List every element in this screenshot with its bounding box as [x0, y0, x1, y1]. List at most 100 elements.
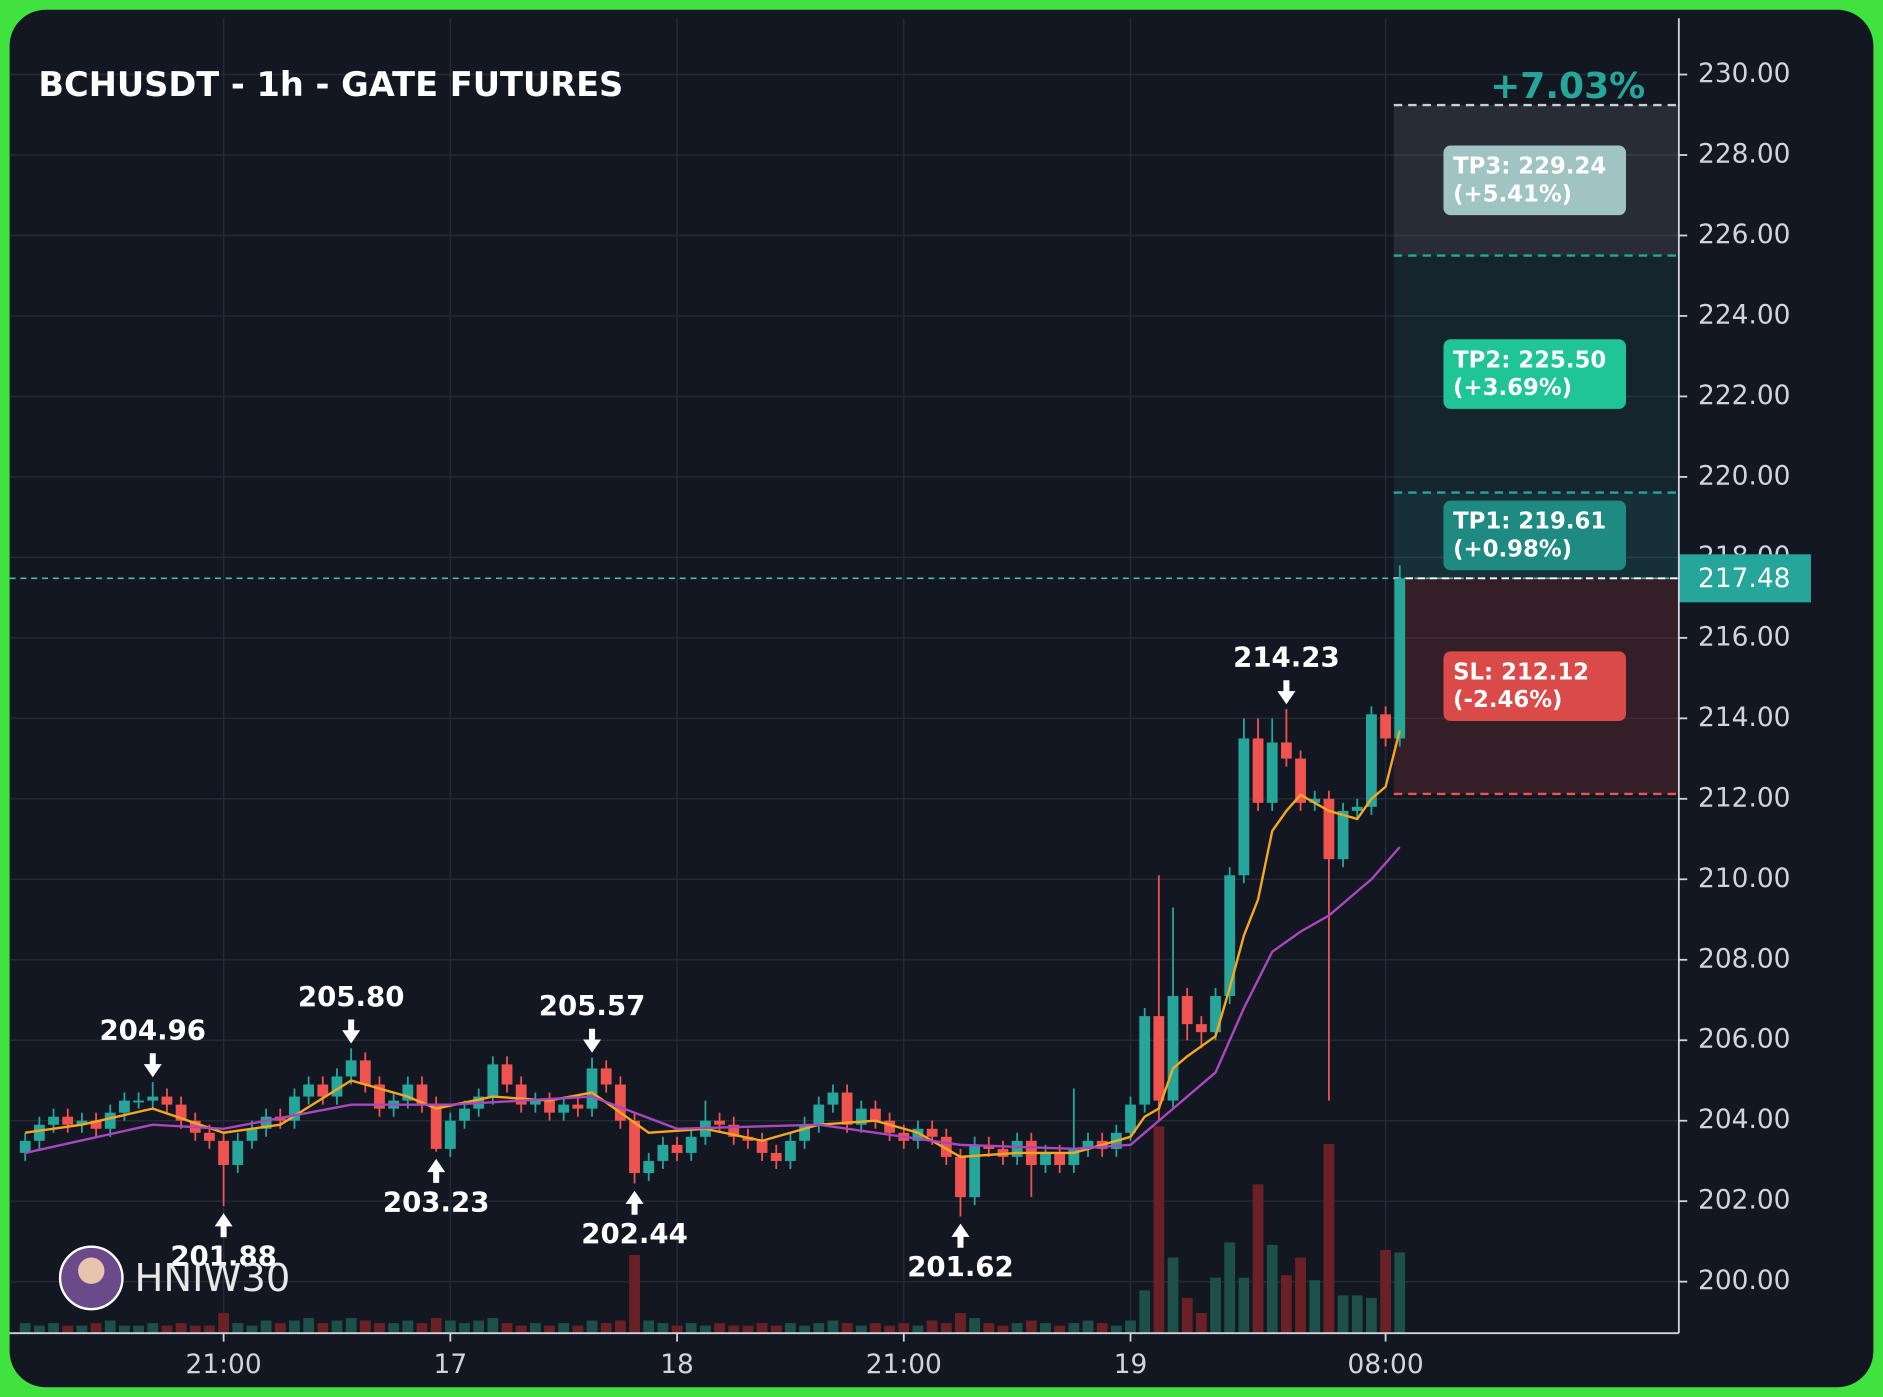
candle-body: [600, 1068, 612, 1085]
volume-bar: [1351, 1295, 1363, 1334]
candle-body: [119, 1100, 130, 1113]
candle-body: [1266, 742, 1278, 803]
candle-body: [1252, 738, 1264, 803]
change-label: +7.03%: [1490, 66, 1645, 107]
candle-body: [501, 1064, 513, 1085]
volume-bar: [303, 1318, 315, 1334]
candle-body: [48, 1116, 59, 1125]
volume-bar: [700, 1325, 711, 1334]
volume-bar: [1082, 1320, 1094, 1334]
y-tick-label: 208.00: [1698, 943, 1790, 974]
level-label: TP2: 225.50: [1453, 347, 1606, 373]
candle-body: [529, 1100, 541, 1105]
candle-body: [161, 1096, 173, 1105]
annotation-arrow: [214, 1213, 233, 1238]
y-tick-label: 220.00: [1698, 460, 1790, 491]
candle-body: [1082, 1140, 1094, 1149]
volume-bar: [374, 1323, 385, 1334]
annotation-arrow: [625, 1190, 644, 1215]
volume-bar: [147, 1323, 159, 1334]
volume-bar: [629, 1254, 640, 1334]
x-tick-label: 21:00: [186, 1349, 262, 1380]
watermark: HNIW30: [135, 1256, 291, 1301]
y-tick-label: 230.00: [1698, 58, 1790, 89]
candle-body: [133, 1100, 144, 1103]
moving-average: [25, 730, 1401, 1159]
annotation-label: 204.96: [99, 1014, 206, 1047]
y-tick-label: 224.00: [1698, 299, 1790, 330]
volume-bar: [997, 1325, 1009, 1334]
y-tick-label: 210.00: [1698, 863, 1790, 894]
candle-body: [1153, 1016, 1165, 1101]
candle-body: [1366, 714, 1377, 807]
volume-bar: [345, 1318, 357, 1334]
volume-bar: [359, 1320, 371, 1334]
volume-bar: [515, 1325, 527, 1334]
candle-body: [629, 1120, 640, 1174]
y-tick-label: 226.00: [1698, 219, 1790, 250]
candle-body: [359, 1060, 371, 1085]
level-pct: (-2.46%): [1453, 687, 1562, 713]
volume-bar: [246, 1325, 258, 1334]
candle-body: [374, 1084, 385, 1109]
y-tick-label: 228.00: [1698, 139, 1790, 170]
volume-bar: [898, 1323, 910, 1334]
volume-bar: [572, 1325, 584, 1334]
candle-body: [770, 1152, 782, 1161]
volume-bar: [870, 1323, 881, 1334]
candle-body: [827, 1092, 839, 1105]
candle-body: [884, 1120, 896, 1133]
volume-bar: [119, 1325, 130, 1334]
candle-body: [1181, 995, 1193, 1025]
x-tick-label: 17: [434, 1349, 468, 1380]
volume-bar: [501, 1323, 513, 1334]
volume-bar: [884, 1325, 896, 1334]
volume-bar: [402, 1320, 414, 1334]
candle-body: [232, 1140, 244, 1165]
volume-bar: [1096, 1323, 1108, 1334]
volume-bar: [1380, 1249, 1391, 1334]
candle-body: [728, 1124, 740, 1137]
volume-bar: [260, 1320, 272, 1334]
annotation-label: 205.57: [539, 989, 646, 1022]
candle-body: [714, 1120, 725, 1125]
volume-bar: [1295, 1257, 1306, 1334]
volume-bar: [388, 1323, 400, 1334]
volume-bar: [714, 1323, 725, 1334]
candle-body: [1011, 1140, 1023, 1157]
y-tick-label: 212.00: [1698, 782, 1790, 813]
avatar-face: [78, 1257, 105, 1284]
volume-bar: [785, 1323, 796, 1334]
y-tick-label: 222.00: [1698, 380, 1790, 411]
volume-bar: [175, 1323, 187, 1334]
candle-body: [175, 1104, 187, 1121]
candle-body: [955, 1156, 966, 1198]
volume-bar: [1011, 1323, 1023, 1334]
volume-bar: [1252, 1184, 1264, 1334]
volume-bar: [643, 1320, 655, 1334]
volume-bar: [487, 1318, 499, 1334]
volume-bar: [331, 1320, 343, 1334]
volume-bar: [1153, 1126, 1165, 1334]
volume-bar: [1266, 1244, 1278, 1334]
candle-body: [940, 1136, 952, 1157]
volume-bar: [104, 1320, 116, 1334]
volume-bar: [770, 1325, 782, 1334]
volume-bar: [969, 1318, 981, 1334]
volume-bar: [742, 1325, 754, 1334]
price-tag: [1678, 554, 1811, 603]
candle-body: [430, 1104, 442, 1149]
volume-bar: [1040, 1323, 1051, 1334]
annotation-label: 205.80: [298, 980, 405, 1013]
volume-bar: [544, 1325, 555, 1334]
candle-body: [841, 1092, 853, 1125]
volume-bar: [983, 1323, 995, 1334]
volume-bar: [416, 1323, 428, 1334]
y-tick-label: 216.00: [1698, 621, 1790, 652]
candle-body: [969, 1144, 981, 1198]
volume-bar: [1025, 1320, 1037, 1334]
candle-body: [90, 1120, 102, 1129]
candle-body: [1394, 578, 1406, 739]
annotation-arrow: [951, 1223, 970, 1248]
volume-bar: [912, 1325, 924, 1334]
